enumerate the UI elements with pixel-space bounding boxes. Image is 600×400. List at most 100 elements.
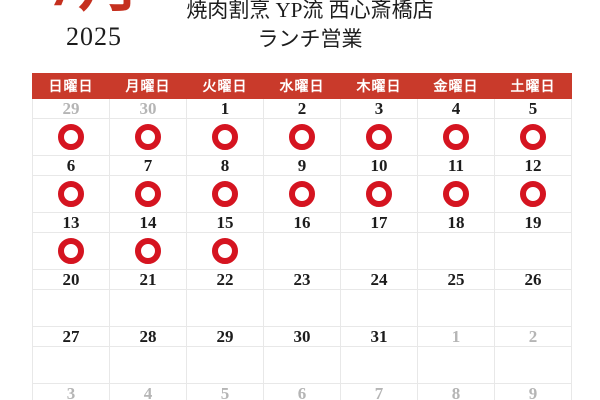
week-mark-row	[32, 346, 572, 384]
date-cell: 29	[186, 326, 264, 347]
week-date-row: 29 30 1 2 3 4 5	[32, 98, 572, 119]
open-circle-icon	[366, 124, 392, 150]
date-cell: 14	[109, 212, 187, 233]
weekday-header-row: 日曜日 月曜日 火曜日 水曜日 木曜日 金曜日 土曜日	[32, 73, 572, 99]
week-date-row: 6 7 8 9 10 11 12	[32, 155, 572, 176]
date-cell: 21	[109, 269, 187, 290]
open-mark-cell	[186, 118, 264, 156]
empty-mark-cell	[340, 232, 418, 270]
date-cell: 26	[494, 269, 572, 290]
open-mark-cell	[32, 175, 110, 213]
open-mark-cell	[417, 118, 495, 156]
date-cell: 1	[417, 326, 495, 347]
open-mark-cell	[263, 118, 341, 156]
date-cell: 29	[32, 98, 110, 119]
open-circle-icon	[289, 124, 315, 150]
date-cell: 25	[417, 269, 495, 290]
date-cell: 12	[494, 155, 572, 176]
open-mark-cell	[340, 118, 418, 156]
open-mark-cell	[340, 175, 418, 213]
lunch-subtitle: ランチ営業	[257, 27, 363, 51]
date-cell: 13	[32, 212, 110, 233]
date-cell: 7	[109, 155, 187, 176]
open-mark-cell	[494, 118, 572, 156]
empty-mark-cell	[186, 289, 264, 327]
date-cell: 3	[340, 98, 418, 119]
date-cell: 19	[494, 212, 572, 233]
date-cell: 9	[494, 383, 572, 400]
open-circle-icon	[135, 181, 161, 207]
date-cell: 3	[32, 383, 110, 400]
open-circle-icon	[520, 124, 546, 150]
week-date-row: 27 28 29 30 31 1 2	[32, 326, 572, 347]
open-circle-icon	[212, 181, 238, 207]
open-circle-icon	[366, 181, 392, 207]
date-cell: 27	[32, 326, 110, 347]
date-cell: 8	[417, 383, 495, 400]
empty-mark-cell	[109, 289, 187, 327]
date-cell: 18	[417, 212, 495, 233]
week-mark-row	[32, 118, 572, 156]
date-cell: 2	[263, 98, 341, 119]
weekday-header: 日曜日	[32, 73, 110, 99]
week-mark-row	[32, 175, 572, 213]
weekday-header: 火曜日	[186, 73, 264, 99]
empty-mark-cell	[32, 289, 110, 327]
empty-mark-cell	[263, 232, 341, 270]
date-cell: 22	[186, 269, 264, 290]
weekday-header: 水曜日	[263, 73, 341, 99]
week-mark-row	[32, 232, 572, 270]
open-mark-cell	[32, 232, 110, 270]
week-date-row: 20 21 22 23 24 25 26	[32, 269, 572, 290]
empty-mark-cell	[417, 289, 495, 327]
empty-mark-cell	[186, 346, 264, 384]
open-circle-icon	[58, 124, 84, 150]
empty-mark-cell	[32, 346, 110, 384]
open-mark-cell	[417, 175, 495, 213]
date-cell: 10	[340, 155, 418, 176]
empty-mark-cell	[494, 346, 572, 384]
date-cell: 1	[186, 98, 264, 119]
open-circle-icon	[212, 124, 238, 150]
date-cell: 17	[340, 212, 418, 233]
date-cell: 20	[32, 269, 110, 290]
open-circle-icon	[135, 124, 161, 150]
date-cell: 2	[494, 326, 572, 347]
open-circle-icon	[520, 181, 546, 207]
date-cell: 31	[340, 326, 418, 347]
open-mark-cell	[32, 118, 110, 156]
empty-mark-cell	[263, 346, 341, 384]
date-cell: 5	[494, 98, 572, 119]
empty-mark-cell	[494, 232, 572, 270]
date-cell: 6	[263, 383, 341, 400]
date-cell: 4	[417, 98, 495, 119]
month-label: 7月	[34, 0, 154, 16]
weekday-header: 金曜日	[417, 73, 495, 99]
open-mark-cell	[109, 118, 187, 156]
empty-mark-cell	[340, 346, 418, 384]
open-mark-cell	[494, 175, 572, 213]
weekday-header: 木曜日	[340, 73, 418, 99]
date-cell: 24	[340, 269, 418, 290]
open-circle-icon	[443, 124, 469, 150]
empty-mark-cell	[109, 346, 187, 384]
open-circle-icon	[135, 238, 161, 264]
open-mark-cell	[186, 175, 264, 213]
empty-mark-cell	[263, 289, 341, 327]
date-cell: 11	[417, 155, 495, 176]
month-block: 7月 2025	[34, 0, 154, 52]
year-label: 2025	[66, 22, 122, 51]
open-mark-cell	[263, 175, 341, 213]
empty-mark-cell	[417, 232, 495, 270]
open-circle-icon	[212, 238, 238, 264]
calendar-table: 日曜日 月曜日 火曜日 水曜日 木曜日 金曜日 土曜日 29 30 1 2 3 4 5 6 7 8 9 10 11 1…	[32, 73, 572, 400]
date-cell: 5	[186, 383, 264, 400]
date-cell: 6	[32, 155, 110, 176]
empty-mark-cell	[417, 346, 495, 384]
weekday-header: 土曜日	[494, 73, 572, 99]
open-circle-icon	[58, 238, 84, 264]
date-cell: 30	[109, 98, 187, 119]
store-title: 焼肉割烹 YP流 西心斎橋店	[186, 0, 434, 22]
week-mark-row	[32, 289, 572, 327]
